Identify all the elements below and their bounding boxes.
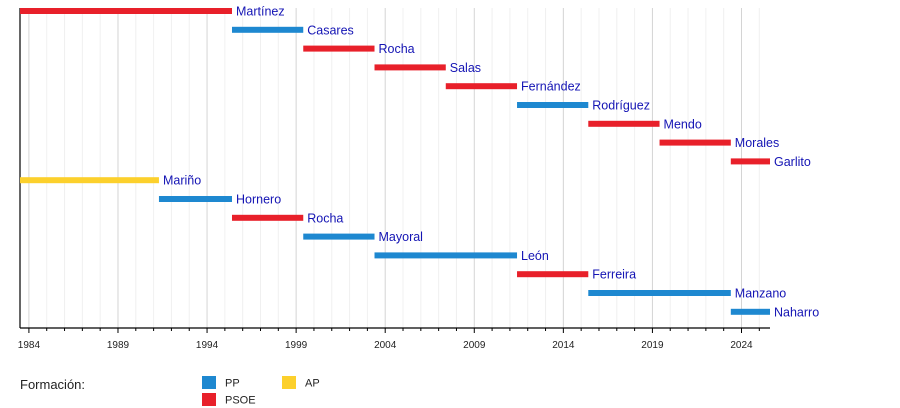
bar-label: Naharro — [774, 305, 819, 319]
bar-psoe — [231, 214, 304, 221]
legend-title: Formación: — [20, 377, 85, 392]
x-tick-label: 2014 — [552, 340, 575, 351]
bar-pp — [303, 233, 375, 240]
bar-label: Salas — [450, 61, 481, 75]
bar-label: Fernández — [521, 80, 581, 94]
bar-label: Ferreira — [592, 268, 636, 282]
bar-pp — [158, 196, 232, 202]
x-tick-label: 1989 — [107, 340, 130, 351]
bar-ap — [20, 177, 159, 184]
bar-label: Casares — [307, 23, 354, 37]
legend-swatch-pp — [202, 376, 216, 389]
bar-label: Mendo — [664, 117, 702, 131]
x-tick-label: 2019 — [641, 340, 664, 351]
bar-label: Martínez — [236, 5, 285, 19]
bar-label: Manzano — [735, 287, 786, 301]
bar-pp — [730, 308, 770, 315]
x-tick-label: 2009 — [463, 340, 486, 351]
x-tick-label: 1999 — [285, 340, 308, 351]
bar-label: Mariño — [163, 174, 201, 188]
legend-label: AP — [305, 378, 320, 390]
bar-pp — [517, 102, 589, 108]
legend-label: PP — [225, 378, 240, 390]
bar-psoe — [374, 64, 446, 71]
bar-label: Rodríguez — [592, 99, 650, 113]
bar-psoe — [588, 120, 660, 127]
x-tick-label: 2024 — [730, 340, 753, 351]
bar-psoe — [517, 271, 589, 278]
x-tick-label: 1994 — [196, 340, 219, 351]
bar-psoe — [659, 139, 731, 146]
legend-swatch-psoe — [202, 393, 216, 406]
bar-label: Mayoral — [379, 230, 423, 244]
bar-label: León — [521, 249, 549, 263]
x-tick-label: 2004 — [374, 340, 397, 351]
bar-psoe — [445, 83, 518, 90]
bar-pp — [588, 290, 731, 296]
bar-psoe — [730, 158, 770, 165]
bar-pp — [374, 252, 518, 259]
x-tick-label: 1984 — [18, 340, 41, 351]
legend-label: PSOE — [225, 395, 256, 407]
bar-label: Rocha — [307, 211, 343, 225]
bar-label: Morales — [735, 136, 779, 150]
bar-psoe — [20, 8, 232, 14]
legend-swatch-ap — [282, 376, 296, 389]
bar-pp — [231, 26, 304, 33]
bar-label: Garlito — [774, 155, 811, 169]
bar-psoe — [303, 45, 375, 52]
bar-label: Hornero — [236, 193, 281, 207]
bar-label: Rocha — [379, 42, 415, 56]
